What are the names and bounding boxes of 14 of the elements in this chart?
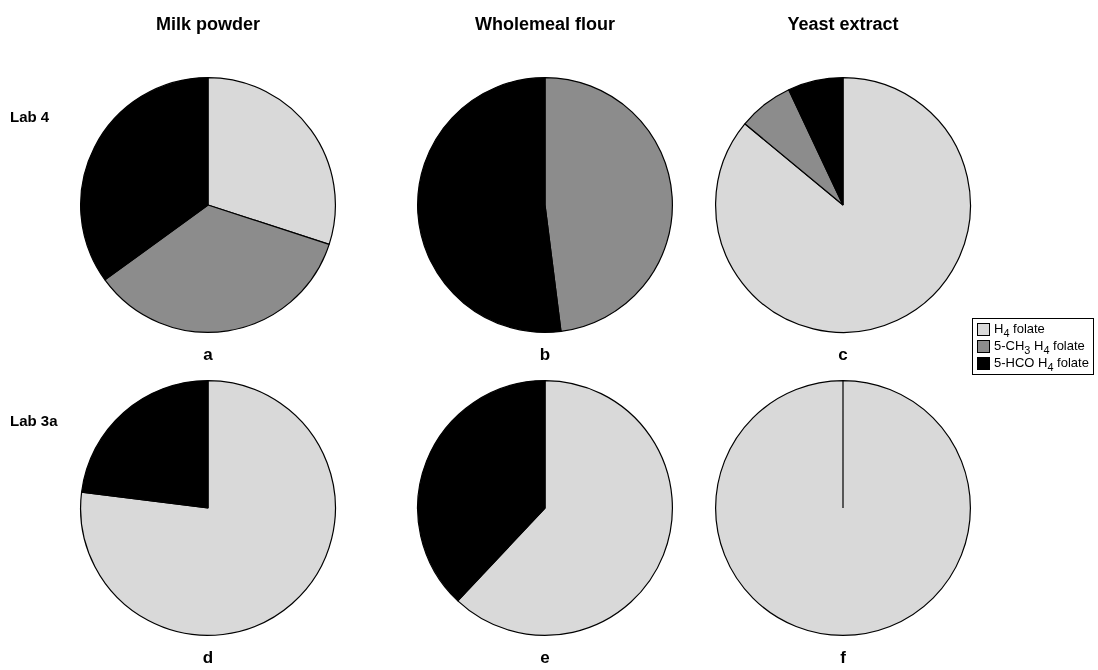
- text: d: [201, 648, 215, 668]
- text: a: [202, 345, 214, 365]
- text: Lab 3a: [10, 412, 58, 429]
- text: c: [837, 345, 849, 365]
- text: Yeast extract: [786, 14, 900, 35]
- legend-label: 5-HCO H$_{4}$ folate: [994, 354, 1089, 373]
- text: Lab 4: [10, 108, 50, 125]
- legend-label: H$_{4}$ folate: [994, 320, 1045, 339]
- legend-label: 5-CH$_{3}$ H$_{4}$ folate: [994, 337, 1085, 356]
- text: e: [539, 648, 551, 668]
- text: b: [538, 345, 552, 365]
- text: Wholemeal flour: [474, 14, 616, 35]
- text: Milk powder: [155, 14, 261, 35]
- text: f: [839, 648, 847, 668]
